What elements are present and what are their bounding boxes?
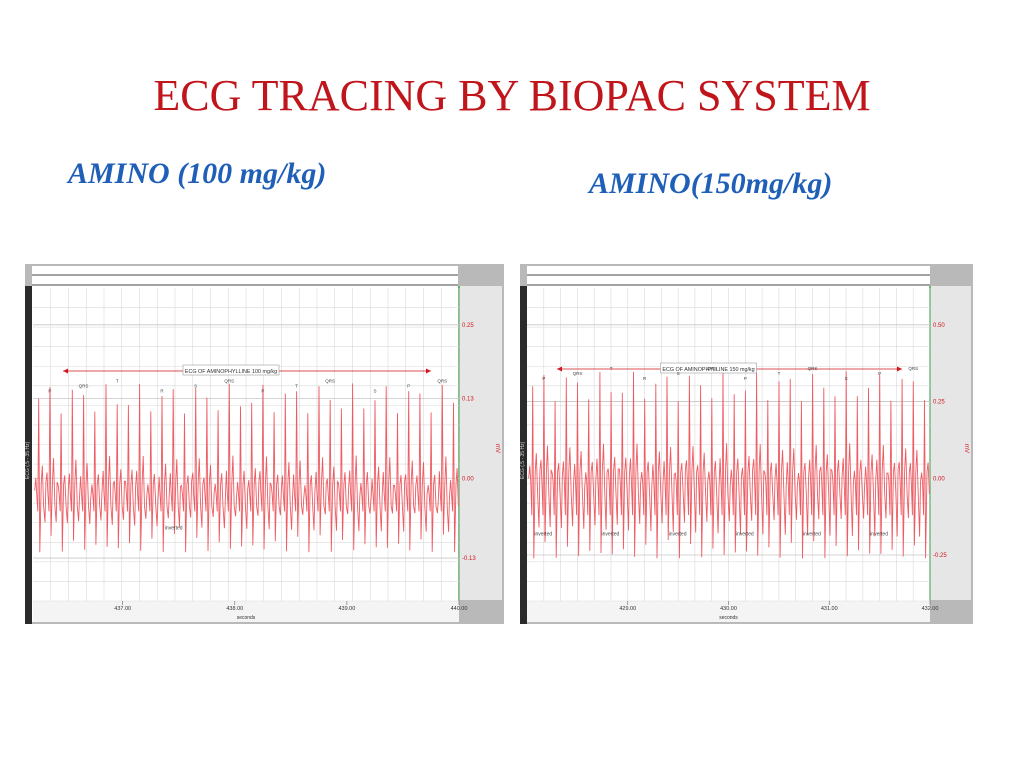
ecg-chart-right: 0.50 0.25 0.00 -0.25 mV ECG (.5 - 35 Hz) 429.0… <box>520 264 973 624</box>
ecg-trace <box>528 371 930 559</box>
annotation-box <box>182 364 280 376</box>
wave-label: P <box>878 371 881 376</box>
x-tick-label: 430.00 <box>720 606 737 612</box>
arrow-head-right <box>426 368 431 374</box>
scale-strip <box>459 286 502 600</box>
y-tick-label: -0.13 <box>462 556 476 562</box>
y-tick-label: -0.25 <box>933 553 947 559</box>
channel-label: ECG (.5 - 35 Hz) <box>520 441 526 479</box>
chart-window <box>32 266 458 622</box>
annotation-label: ECG OF AMINOPHYLLINE 150 mg/kg <box>662 367 754 373</box>
ecg-panel-left: 0.25 0.13 0.00 -0.13 mV ECG (.5 - 35 Hz) 437.0… <box>25 264 504 624</box>
x-tick-label: 431.00 <box>821 606 838 612</box>
channel-bar <box>520 286 527 624</box>
wave-label: QRS <box>224 378 234 383</box>
annotation-box <box>660 362 757 374</box>
wave-label: P <box>744 376 747 381</box>
grid <box>527 288 931 602</box>
inverted-label: inverted <box>803 532 821 538</box>
wave-label: T <box>778 371 781 376</box>
time-axis-bar <box>33 601 459 622</box>
inverted-label: inverted <box>165 525 183 531</box>
wave-label: R <box>160 388 164 393</box>
inverted-label: inverted <box>870 532 888 538</box>
wave-label: S <box>677 371 680 376</box>
channel-label: ECG (.5 - 35 Hz) <box>25 441 31 479</box>
inverted-label: inverted <box>669 532 687 538</box>
x-tick-label: 429.00 <box>619 606 636 612</box>
wave-label: P <box>261 388 264 393</box>
ecg-panel-right: 0.50 0.25 0.00 -0.25 mV ECG (.5 - 35 Hz) 429.0… <box>520 264 973 624</box>
wave-label: T <box>295 383 298 388</box>
wave-label: QRS <box>707 366 717 371</box>
grid <box>33 288 460 602</box>
annotation-label: ECG OF AMINOPHYLLINE 100 mg/kg <box>185 369 277 375</box>
wave-label: S <box>194 383 197 388</box>
x-tick-label: 438.00 <box>226 606 243 612</box>
y-tick-label: 0.13 <box>462 396 474 402</box>
x-axis-label: seconds <box>237 615 256 621</box>
wave-label: QRS <box>79 383 89 388</box>
arrow-head-left <box>63 368 68 374</box>
ecg-chart-left: 0.25 0.13 0.00 -0.13 mV ECG (.5 - 35 Hz) 437.0… <box>25 264 504 624</box>
y-tick-label: 0.25 <box>462 323 474 329</box>
wave-label: S <box>845 376 848 381</box>
wave-label: QRS <box>908 366 918 371</box>
wave-label: P <box>542 376 545 381</box>
wave-label: T <box>116 378 119 383</box>
channel-bar <box>25 286 32 624</box>
x-axis-label: seconds <box>719 615 738 621</box>
wave-label: QRS <box>325 378 335 383</box>
inverted-label: inverted <box>736 532 754 538</box>
inverted-label: inverted <box>534 532 552 538</box>
y-tick-label: 0.00 <box>933 476 945 482</box>
x-tick-label: 437.00 <box>114 606 131 612</box>
wave-label: T <box>610 366 613 371</box>
y-unit-label: mV <box>963 444 969 453</box>
arrow-head-left <box>557 366 562 372</box>
y-tick-label: 0.00 <box>462 476 474 482</box>
x-tick-label: 440.00 <box>451 606 468 612</box>
x-tick-label: 432.00 <box>922 606 939 612</box>
slide-title: ECG TRACING BY BIOPAC SYSTEM <box>153 71 871 120</box>
subtitle-amino-150: AMINO(150mg/kg) <box>589 167 833 200</box>
scale-strip <box>930 286 971 600</box>
time-axis-bar <box>527 601 930 622</box>
wave-label: P <box>48 388 51 393</box>
wave-label: QRS <box>437 378 447 383</box>
y-unit-label: mV <box>494 444 500 453</box>
y-tick-label: 0.25 <box>933 400 945 406</box>
wave-label: QRS <box>808 366 818 371</box>
wave-label: P <box>407 383 410 388</box>
wave-label: R <box>643 376 647 381</box>
wave-label: QRS <box>573 371 583 376</box>
arrow-head-right <box>897 366 902 372</box>
subtitle-amino-100: AMINO (100 mg/kg) <box>68 157 327 190</box>
ecg-trace <box>34 383 459 553</box>
inverted-label: inverted <box>602 532 620 538</box>
wave-label: S <box>374 388 377 393</box>
y-tick-label: 0.50 <box>933 323 945 329</box>
x-tick-label: 439.00 <box>338 606 355 612</box>
